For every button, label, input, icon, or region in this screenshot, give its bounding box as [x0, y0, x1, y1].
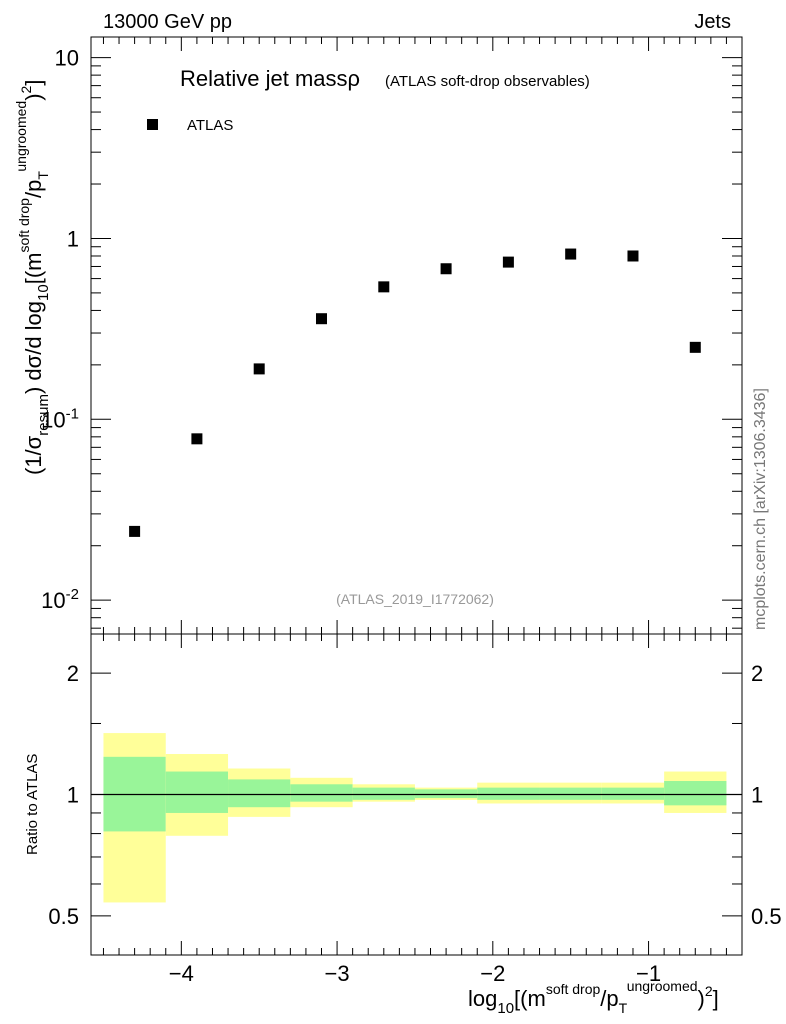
data-point	[191, 433, 203, 445]
y-tick-label: 10	[55, 46, 79, 71]
data-point	[565, 248, 577, 260]
reference-label: (ATLAS_2019_I1772062)	[336, 591, 494, 607]
band-inner	[290, 784, 353, 802]
data-point	[689, 341, 701, 353]
ratio-y-axis-title: Ratio to ATLAS	[24, 754, 41, 855]
band-inner	[228, 779, 291, 808]
main-y-axis-title: (1/σresum) dσ/d log10[(msoft drop/pTungr…	[13, 80, 52, 475]
mcplots-side-label: mcplots.cern.ch [arXiv:1306.3436]	[752, 388, 769, 630]
ratio-plot-panel: 0.5 0.5 1 1 2 2 −4 −3 −2 −1 Ratio to ATLAS log10…	[24, 633, 782, 1017]
band-inner	[477, 787, 540, 800]
x-tick-label: −1	[636, 961, 661, 986]
ratio-axis-ticks	[91, 633, 742, 956]
x-tick-label: −4	[169, 961, 194, 986]
band-inner	[165, 771, 229, 813]
band-inner	[601, 787, 665, 800]
y-tick-label: 1	[67, 226, 79, 251]
category-label: Jets	[694, 11, 731, 33]
band-inner	[539, 787, 602, 800]
ratio-y-tick-label-right: 1	[751, 783, 763, 808]
data-point	[502, 256, 514, 268]
atlas-data-points	[129, 248, 701, 537]
ratio-y-tick-label-left: 2	[67, 661, 79, 686]
uncertainty-bands	[103, 733, 727, 903]
ratio-y-tick-label-left: 1	[67, 783, 79, 808]
x-axis-title: log10[(msoft drop/pTungroomed)2]	[468, 978, 719, 1017]
data-point	[253, 363, 265, 375]
data-point	[129, 525, 141, 537]
band-inner	[352, 787, 415, 800]
data-point	[378, 281, 390, 293]
band-inner	[414, 789, 478, 799]
band-inner	[664, 781, 727, 806]
x-tick-label: −3	[325, 961, 350, 986]
legend-marker-atlas	[147, 119, 158, 130]
legend-label-atlas: ATLAS	[187, 117, 233, 134]
ratio-y-tick-label-right: 0.5	[751, 904, 782, 929]
plot-subtitle: (ATLAS soft-drop observables)	[385, 73, 590, 90]
x-tick-label: −2	[480, 961, 505, 986]
plot-title: Relative jet massρ	[180, 66, 360, 91]
ratio-y-tick-label-right: 2	[751, 661, 763, 686]
data-point	[315, 313, 327, 325]
energy-label: 13000 GeV pp	[103, 11, 232, 33]
ratio-y-tick-label-left: 0.5	[48, 904, 79, 929]
legend: ATLAS	[147, 117, 233, 134]
y-tick-label: 10-2	[41, 586, 79, 613]
ratio-y-tick-labels: 0.5 0.5 1 1 2 2	[48, 661, 781, 929]
data-point	[440, 263, 452, 275]
main-axis-ticks	[91, 37, 742, 634]
data-point	[627, 250, 639, 262]
x-tick-labels: −4 −3 −2 −1	[169, 961, 661, 986]
